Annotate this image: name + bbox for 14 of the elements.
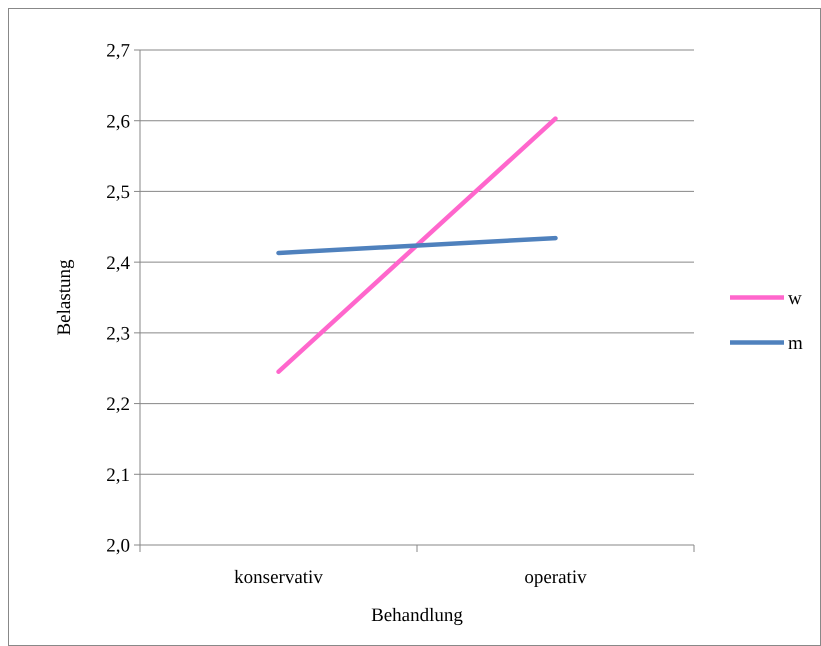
- y-tick-label: 2,0: [106, 536, 130, 557]
- y-axis-title: Belastung: [54, 259, 75, 336]
- legend-label: m: [788, 333, 803, 354]
- x-tick-label: konservativ: [234, 567, 324, 588]
- y-tick-label: 2,5: [106, 182, 130, 204]
- y-tick-label: 2,1: [106, 464, 130, 486]
- legend-label: w: [788, 288, 802, 310]
- y-tick-label: 2,7: [106, 40, 130, 62]
- y-tick-label: 2,2: [106, 394, 130, 416]
- y-tick-label: 2,4: [106, 252, 130, 274]
- y-tick-label: 2,6: [106, 111, 130, 132]
- y-tick-label: 2,3: [106, 324, 130, 345]
- x-axis-title: Behandlung: [371, 605, 464, 626]
- x-tick-label: operativ: [524, 567, 588, 588]
